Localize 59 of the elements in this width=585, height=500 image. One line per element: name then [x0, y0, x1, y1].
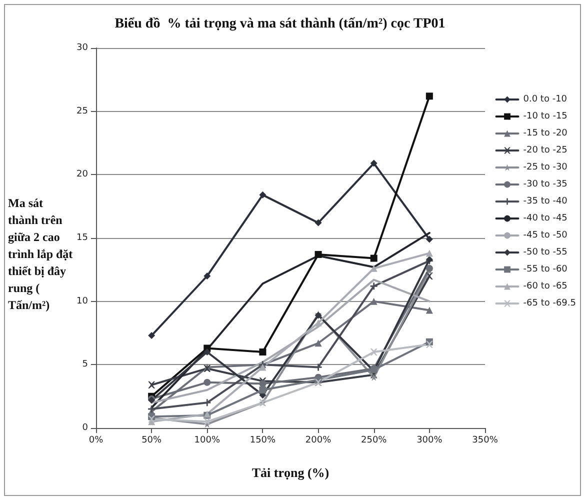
- legend-label: -40 to -45: [523, 214, 568, 224]
- y-tick-label: 10: [76, 296, 88, 306]
- legend-label: -30 to -35: [523, 180, 568, 190]
- x-tick-label: 200%: [305, 436, 332, 446]
- x-tick-label: 250%: [360, 436, 388, 446]
- y-tick-label: 30: [76, 43, 88, 53]
- legend-label: -20 to -25: [523, 146, 568, 156]
- point: [426, 92, 433, 100]
- point: [370, 282, 378, 290]
- legend-label: -35 to -40: [523, 196, 568, 206]
- point: [148, 406, 156, 412]
- point: [204, 272, 211, 280]
- point: [259, 191, 266, 198]
- x-tick-label: 100%: [194, 436, 220, 446]
- y-tick-label: 0: [82, 423, 88, 433]
- x-tick-label: 300%: [416, 436, 443, 446]
- point: [259, 380, 266, 388]
- point: [204, 418, 211, 426]
- point: [259, 364, 266, 371]
- point: [370, 374, 378, 381]
- x-tick-label: 50%: [142, 436, 162, 446]
- point: [370, 160, 378, 167]
- legend-label: -15 to -20: [523, 128, 568, 138]
- point: [370, 298, 378, 305]
- legend-label: -45 to -50: [523, 230, 568, 240]
- legend-label: -55 to -60: [523, 264, 568, 274]
- x-axis-title: Tải trọng (%): [252, 465, 330, 480]
- x-tick-label: 0%: [88, 436, 104, 446]
- point: [314, 319, 322, 326]
- legend-label: -10 to -15: [523, 112, 568, 122]
- legend-label: -50 to -55: [523, 248, 568, 258]
- y-axis-title: Ma sát thành trên giữa 2 cao trình lắp đặt thiết bị đây rung ( Tấn/m²): [8, 195, 74, 314]
- point: [148, 381, 156, 388]
- point: [314, 250, 322, 258]
- point: [204, 378, 211, 386]
- chart-title: Biểu đồ % tải trọng và ma sát thành (tấn/m²) cọc TP01: [114, 16, 446, 32]
- point: [426, 340, 433, 348]
- y-tick-label: 25: [76, 106, 88, 116]
- y-tick-label: 20: [76, 170, 88, 180]
- point: [314, 219, 322, 226]
- point: [426, 236, 433, 243]
- x-tick-label: 150%: [250, 436, 276, 446]
- point: [426, 306, 433, 314]
- legend-label: -65 to -69.5: [523, 298, 576, 308]
- point: [259, 386, 266, 394]
- point: [314, 340, 322, 347]
- y-tick-label: 5: [82, 360, 88, 370]
- point: [370, 348, 378, 356]
- point: [148, 332, 156, 340]
- legend-label: -25 to -30: [523, 162, 568, 172]
- x-tick-label: 350%: [472, 436, 498, 446]
- point: [426, 264, 433, 272]
- legend-label: 0.0 to -10: [523, 94, 568, 104]
- legend-label: -60 to -65: [523, 282, 568, 292]
- point: [259, 348, 266, 356]
- point: [204, 348, 211, 356]
- point: [426, 250, 433, 257]
- y-tick-label: 15: [76, 233, 88, 243]
- point: [370, 254, 378, 262]
